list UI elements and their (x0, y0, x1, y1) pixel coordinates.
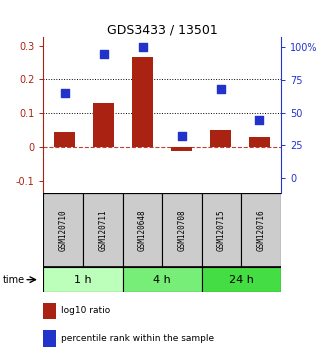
Text: 1 h: 1 h (74, 275, 92, 285)
Bar (123, 267, 202, 292)
Bar (43, 330, 56, 347)
Point (140, 44, 145, 50)
Bar (43, 267, 123, 292)
Bar (210, 130, 231, 147)
Text: 4 h: 4 h (153, 275, 171, 285)
Point (257, 118, 262, 123)
Bar (93, 103, 114, 147)
Bar (162, 193, 202, 267)
Point (218, 86, 223, 92)
Text: GSM120711: GSM120711 (98, 209, 107, 251)
Text: GSM120716: GSM120716 (256, 209, 265, 251)
Text: percentile rank within the sample: percentile rank within the sample (61, 334, 214, 343)
Point (62, 90, 67, 96)
Text: time: time (3, 275, 25, 285)
Bar (43, 303, 56, 319)
Point (101, 51, 106, 56)
Text: GSM120710: GSM120710 (59, 209, 68, 251)
Bar (202, 193, 241, 267)
Bar (43, 193, 83, 267)
Point (179, 133, 184, 139)
Bar (249, 137, 270, 147)
Bar (54, 132, 75, 147)
Text: GSM120715: GSM120715 (217, 209, 226, 251)
Text: log10 ratio: log10 ratio (61, 307, 110, 315)
Bar (171, 147, 192, 150)
Bar (132, 57, 153, 147)
Title: GDS3433 / 13501: GDS3433 / 13501 (107, 23, 218, 36)
Text: GSM120648: GSM120648 (138, 209, 147, 251)
Text: GSM120708: GSM120708 (178, 209, 187, 251)
Bar (83, 193, 123, 267)
Bar (123, 193, 162, 267)
Bar (241, 193, 281, 267)
Bar (202, 267, 281, 292)
Text: 24 h: 24 h (229, 275, 254, 285)
